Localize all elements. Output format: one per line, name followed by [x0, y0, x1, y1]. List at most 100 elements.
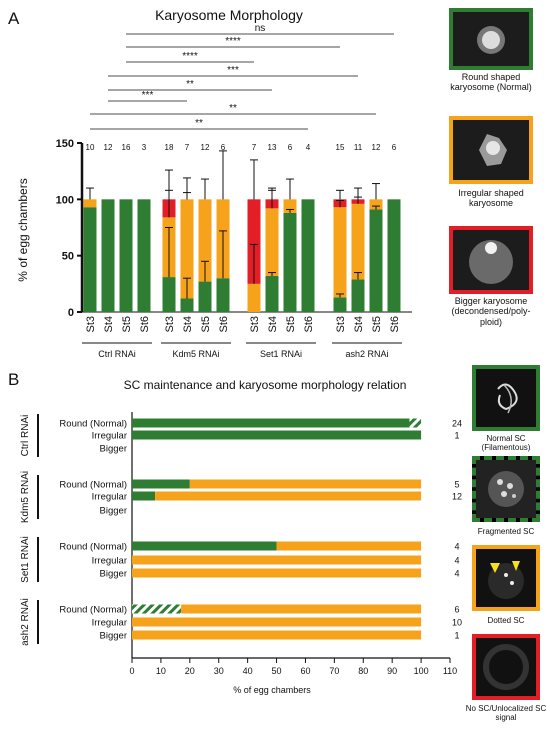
n-label: 4	[306, 143, 311, 152]
bar-round	[283, 212, 297, 312]
stage-label: St6	[139, 316, 151, 333]
significance-label: ***	[142, 90, 154, 101]
n-label: 1	[454, 631, 459, 641]
n-label: 1	[454, 431, 459, 441]
n-label: 10	[86, 143, 95, 152]
x-tick-label: 110	[443, 666, 457, 676]
y-tick-label: 100	[56, 194, 74, 206]
row-label: Round (Normal)	[59, 542, 127, 553]
n-label: 7	[185, 143, 190, 152]
n-label: 10	[452, 618, 462, 628]
group-label: ash2 RNAi	[345, 349, 388, 359]
bar-fragmented-sc	[409, 418, 422, 428]
significance-label: ****	[182, 51, 198, 62]
bar-irregular	[83, 199, 97, 208]
chart-a-title: Karyosome Morphology	[155, 7, 303, 23]
bar-round	[265, 275, 279, 312]
legend-b-caption-fragmented: Fragmented SC	[477, 527, 535, 536]
n-label: 13	[268, 143, 277, 152]
stage-label: St4	[267, 316, 279, 333]
row-label: Bigger	[100, 631, 127, 642]
group-label: Kdm5 RNAi	[172, 349, 219, 359]
n-label: 12	[452, 492, 462, 502]
bigger-karyosome-image	[449, 226, 533, 294]
y-tick-label: 0	[68, 307, 74, 319]
normal-sc-image	[472, 365, 540, 431]
row-label: Irregular	[92, 556, 127, 567]
x-tick-label: 0	[129, 666, 134, 676]
n-label: 11	[354, 143, 363, 152]
n-label: 12	[104, 143, 113, 152]
stage-label: St4	[353, 316, 365, 333]
bar-round	[119, 199, 133, 312]
row-label: Round (Normal)	[59, 480, 127, 491]
bar-normal-sc	[132, 430, 422, 440]
x-tick-label: 30	[214, 666, 224, 676]
significance-label: ns	[255, 23, 266, 34]
row-label: Round (Normal)	[59, 605, 127, 616]
legend-b-caption-nosc: No SC/Unlocalized SC signal	[465, 704, 547, 723]
n-label: 4	[454, 542, 459, 552]
n-label: 4	[454, 556, 459, 566]
n-label: 24	[452, 419, 462, 429]
bar-round	[83, 207, 97, 312]
n-label: 12	[372, 143, 381, 152]
dotted-sc-image	[472, 545, 540, 611]
bar-round	[137, 199, 151, 312]
x-tick-label: 70	[329, 666, 339, 676]
n-label: 16	[122, 143, 131, 152]
bar-round	[216, 278, 230, 312]
bar-round	[351, 279, 365, 312]
n-label: 18	[165, 143, 174, 152]
group-label: ash2 RNAi	[20, 598, 31, 646]
irregular-karyosome-icon	[453, 120, 529, 180]
round-karyosome-icon	[453, 12, 529, 66]
n-label: 12	[201, 143, 210, 152]
filamentous-sc-icon	[476, 369, 536, 427]
fragmented-sc-image	[472, 456, 540, 522]
stage-label: St6	[218, 316, 230, 333]
bar-round	[387, 199, 401, 312]
x-tick-label: 10	[156, 666, 166, 676]
group-label: Ctrl RNAi	[20, 415, 31, 457]
significance-label: **	[195, 118, 203, 129]
bar-normal-sc	[132, 491, 156, 501]
group-label: Ctrl RNAi	[98, 349, 136, 359]
n-label: 7	[252, 143, 257, 152]
significance-label: **	[229, 103, 237, 114]
x-tick-label: 20	[185, 666, 195, 676]
n-label: 6	[288, 143, 293, 152]
chart-b-xlabel: % of egg chambers	[233, 685, 311, 695]
bar-round	[101, 199, 115, 312]
x-tick-label: 50	[272, 666, 282, 676]
row-label: Bigger	[100, 444, 127, 455]
bar-normal-sc	[132, 541, 277, 551]
x-tick-label: 100	[414, 666, 429, 676]
row-label: Bigger	[100, 506, 127, 517]
row-label: Round (Normal)	[59, 419, 127, 430]
n-label: 6	[392, 143, 397, 152]
bar-round	[180, 298, 194, 312]
legend-a-caption-round: Round shaped karyosome (Normal)	[450, 72, 532, 93]
bar-dotted-sc	[181, 604, 422, 614]
y-tick-label: 50	[62, 251, 74, 263]
bar-dotted-sc	[276, 541, 422, 551]
stage-label: St5	[371, 316, 383, 333]
bar-round	[198, 281, 212, 312]
stage-label: St6	[389, 316, 401, 333]
bar-normal-sc	[132, 479, 190, 489]
x-tick-label: 80	[358, 666, 368, 676]
bar-round	[369, 209, 383, 312]
n-label: 3	[142, 143, 147, 152]
karyosome-chart: 0 50 100 150 10 St3 12 St4 16 St5 3 St6 Ctrl RNAi 18 S…	[56, 23, 412, 359]
legend-b-caption-normal: Normal SC (Filamentous)	[481, 434, 531, 453]
significance-label: ***	[227, 65, 239, 76]
no-sc-image	[472, 634, 540, 700]
panel-a-letter: A	[8, 9, 20, 28]
chart-a-ylabel: % of egg chambers	[16, 178, 30, 281]
row-label: Bigger	[100, 569, 127, 580]
bar-irregular	[351, 203, 365, 280]
stage-label: St3	[164, 316, 176, 333]
